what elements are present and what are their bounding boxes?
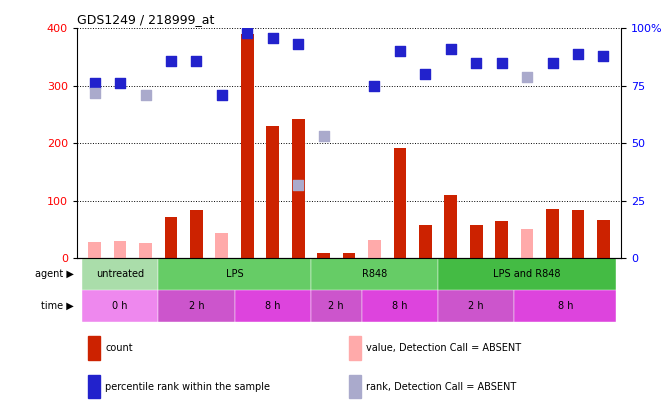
Point xyxy=(318,133,329,140)
Text: untreated: untreated xyxy=(96,269,144,279)
Bar xyxy=(438,258,616,290)
Bar xyxy=(514,290,616,322)
Point xyxy=(547,60,558,66)
Bar xyxy=(470,225,482,258)
Text: 2 h: 2 h xyxy=(468,301,484,311)
Bar xyxy=(349,337,361,360)
Bar xyxy=(216,233,228,258)
Point xyxy=(471,60,482,66)
Bar xyxy=(158,290,234,322)
Bar xyxy=(368,240,381,258)
Bar xyxy=(521,229,534,258)
Bar xyxy=(546,209,559,258)
Text: R848: R848 xyxy=(362,269,387,279)
Text: count: count xyxy=(105,343,133,353)
Point xyxy=(90,80,100,87)
Point xyxy=(395,48,405,55)
Point xyxy=(267,34,278,41)
Point xyxy=(369,83,380,89)
Point xyxy=(572,50,583,57)
Bar xyxy=(444,195,457,258)
Bar xyxy=(419,225,432,258)
Bar xyxy=(158,258,311,290)
Bar xyxy=(343,254,355,258)
Text: LPS and R848: LPS and R848 xyxy=(494,269,561,279)
Text: 2 h: 2 h xyxy=(188,301,204,311)
Point xyxy=(216,92,227,98)
Bar xyxy=(393,148,406,258)
Bar xyxy=(88,375,100,399)
Bar xyxy=(438,290,514,322)
Bar xyxy=(311,258,438,290)
Text: 8 h: 8 h xyxy=(265,301,281,311)
Text: time ▶: time ▶ xyxy=(41,301,73,311)
Text: LPS: LPS xyxy=(226,269,243,279)
Text: rank, Detection Call = ABSENT: rank, Detection Call = ABSENT xyxy=(367,382,517,392)
Point xyxy=(293,181,303,188)
Point xyxy=(420,71,431,77)
Bar xyxy=(349,375,361,399)
Bar xyxy=(82,258,158,290)
Bar xyxy=(190,210,203,258)
Bar xyxy=(597,220,610,258)
Bar xyxy=(241,34,254,258)
Bar xyxy=(164,217,177,258)
Point xyxy=(293,41,303,48)
Bar xyxy=(82,290,158,322)
Bar xyxy=(139,243,152,258)
Point xyxy=(522,73,532,80)
Bar xyxy=(267,126,279,258)
Text: percentile rank within the sample: percentile rank within the sample xyxy=(105,382,270,392)
Point xyxy=(115,80,126,87)
Bar xyxy=(88,337,100,360)
Bar xyxy=(311,290,362,322)
Text: 8 h: 8 h xyxy=(558,301,573,311)
Bar xyxy=(362,290,438,322)
Point xyxy=(166,57,176,64)
Point xyxy=(191,57,202,64)
Point xyxy=(90,90,100,96)
Bar xyxy=(114,241,126,258)
Bar xyxy=(292,119,305,258)
Text: agent ▶: agent ▶ xyxy=(35,269,73,279)
Text: 2 h: 2 h xyxy=(329,301,344,311)
Point xyxy=(598,53,609,59)
Text: 0 h: 0 h xyxy=(112,301,128,311)
Bar xyxy=(495,221,508,258)
Bar xyxy=(234,290,311,322)
Point xyxy=(140,92,151,98)
Text: value, Detection Call = ABSENT: value, Detection Call = ABSENT xyxy=(367,343,522,353)
Bar xyxy=(88,242,101,258)
Point xyxy=(446,46,456,52)
Text: GDS1249 / 218999_at: GDS1249 / 218999_at xyxy=(77,13,214,26)
Point xyxy=(496,60,507,66)
Text: 8 h: 8 h xyxy=(392,301,407,311)
Bar xyxy=(572,210,584,258)
Point xyxy=(242,30,253,36)
Bar xyxy=(317,254,330,258)
